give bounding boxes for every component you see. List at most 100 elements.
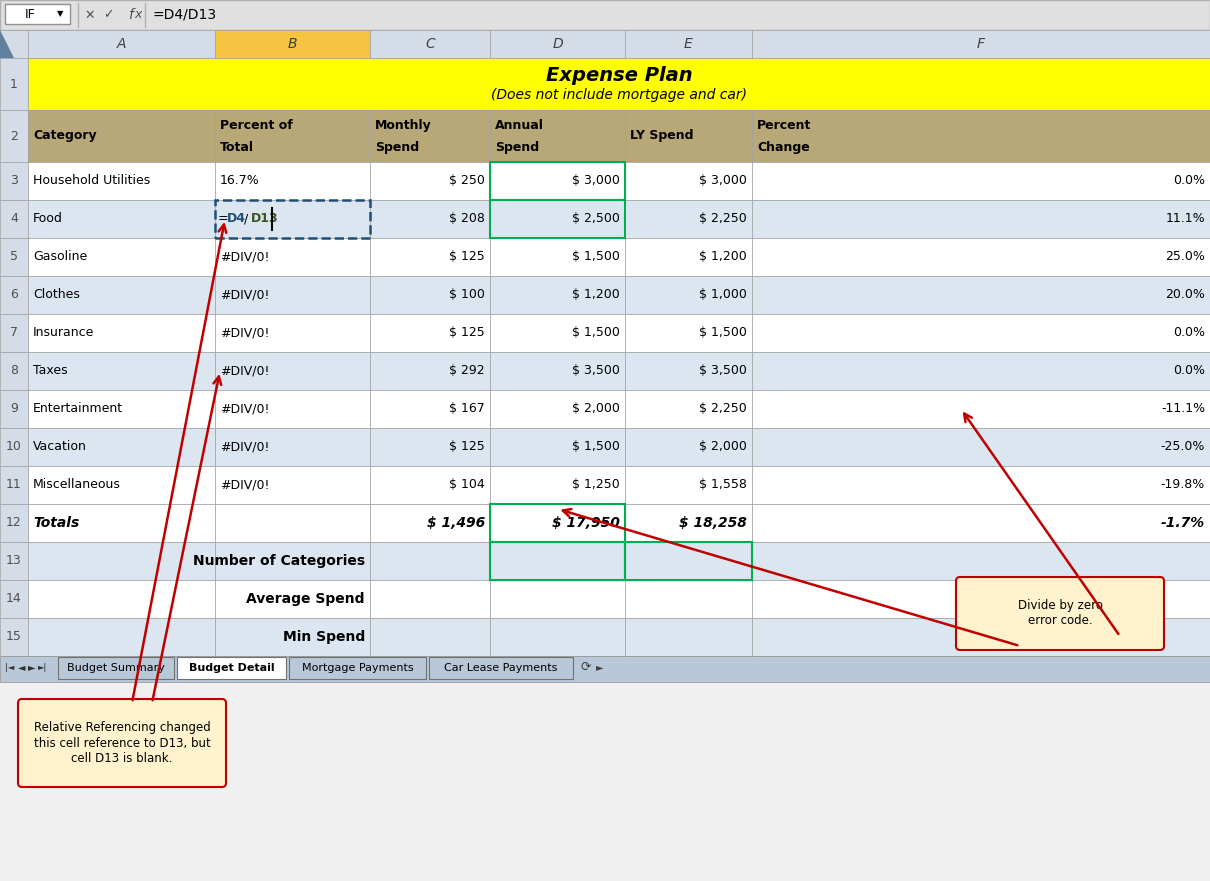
Bar: [751, 110, 1210, 162]
Bar: [490, 352, 626, 390]
Text: 0.0%: 0.0%: [1172, 327, 1205, 339]
Bar: [751, 238, 1210, 276]
Text: Taxes: Taxes: [33, 365, 68, 377]
Text: D4: D4: [227, 212, 246, 226]
Bar: [370, 390, 490, 428]
Bar: [28, 352, 215, 390]
Bar: [28, 542, 215, 580]
Bar: [751, 314, 1210, 352]
Text: $ 292: $ 292: [449, 365, 485, 377]
Text: 0.0%: 0.0%: [1172, 174, 1205, 188]
Text: $ 2,250: $ 2,250: [699, 212, 747, 226]
Text: $ 1,500: $ 1,500: [572, 250, 620, 263]
Text: Totals: Totals: [33, 516, 79, 530]
Text: 11: 11: [6, 478, 22, 492]
Bar: [215, 390, 370, 428]
Bar: [215, 504, 370, 542]
Bar: [370, 580, 490, 618]
Bar: [370, 352, 490, 390]
Bar: [28, 314, 215, 352]
Text: ►: ►: [597, 662, 604, 672]
Text: #DIV/0!: #DIV/0!: [220, 440, 270, 454]
Text: #DIV/0!: #DIV/0!: [220, 365, 270, 377]
Bar: [490, 314, 626, 352]
Bar: [626, 428, 751, 466]
Bar: [490, 542, 626, 580]
Bar: [751, 618, 1210, 656]
Text: 10: 10: [6, 440, 22, 454]
Text: ⟳: ⟳: [581, 661, 592, 673]
Text: $ 3,000: $ 3,000: [572, 174, 620, 188]
Text: $ 3,500: $ 3,500: [699, 365, 747, 377]
Bar: [626, 110, 751, 162]
Bar: [370, 110, 490, 162]
Text: $ 125: $ 125: [449, 440, 485, 454]
Text: Percent: Percent: [757, 119, 812, 132]
Text: 7: 7: [10, 327, 18, 339]
Bar: [430, 657, 574, 679]
Text: 9: 9: [10, 403, 18, 416]
Bar: [215, 428, 370, 466]
Text: 12: 12: [6, 516, 22, 529]
Text: 16.7%: 16.7%: [220, 174, 260, 188]
Text: Number of Categories: Number of Categories: [192, 554, 365, 568]
Bar: [215, 30, 370, 58]
Bar: [626, 30, 751, 58]
FancyBboxPatch shape: [956, 577, 1164, 650]
Text: $ 104: $ 104: [449, 478, 485, 492]
Bar: [490, 110, 626, 162]
Text: 13: 13: [6, 554, 22, 567]
Bar: [0, 352, 28, 390]
Text: Relative Referencing changed
this cell reference to D13, but
cell D13 is blank.: Relative Referencing changed this cell r…: [34, 722, 211, 765]
Bar: [370, 428, 490, 466]
Text: Min Spend: Min Spend: [283, 630, 365, 644]
Bar: [28, 390, 215, 428]
Text: ▼: ▼: [57, 10, 63, 19]
Bar: [751, 504, 1210, 542]
Text: -25.0%: -25.0%: [1160, 440, 1205, 454]
Text: Vacation: Vacation: [33, 440, 87, 454]
Bar: [28, 30, 215, 58]
Bar: [28, 580, 215, 618]
Text: ◄: ◄: [18, 662, 25, 672]
Polygon shape: [0, 30, 15, 58]
Bar: [28, 428, 215, 466]
Text: ✓: ✓: [103, 9, 114, 21]
Bar: [490, 390, 626, 428]
Text: Divide by zero
error code.: Divide by zero error code.: [1018, 599, 1102, 627]
Text: Household Utilities: Household Utilities: [33, 174, 150, 188]
Text: $ 2,500: $ 2,500: [572, 212, 620, 226]
Bar: [0, 30, 28, 58]
Text: B: B: [288, 37, 298, 51]
Bar: [5, 4, 70, 24]
Bar: [215, 162, 370, 200]
Bar: [0, 58, 28, 110]
Text: 25.0%: 25.0%: [1165, 250, 1205, 263]
Bar: [626, 276, 751, 314]
Bar: [626, 466, 751, 504]
Text: 4: 4: [10, 212, 18, 226]
Bar: [626, 200, 751, 238]
Bar: [28, 238, 215, 276]
Bar: [0, 656, 1210, 682]
Bar: [215, 352, 370, 390]
Bar: [0, 542, 28, 580]
Text: Spend: Spend: [495, 141, 540, 154]
Text: $ 1,500: $ 1,500: [572, 327, 620, 339]
Bar: [751, 542, 1210, 580]
Text: A: A: [116, 37, 126, 51]
Bar: [751, 390, 1210, 428]
Bar: [215, 466, 370, 504]
Text: $ 2,250: $ 2,250: [699, 403, 747, 416]
Bar: [626, 580, 751, 618]
Bar: [490, 200, 626, 238]
FancyBboxPatch shape: [18, 699, 226, 787]
Bar: [28, 162, 215, 200]
Bar: [490, 618, 626, 656]
Bar: [215, 618, 370, 656]
Text: 20.0%: 20.0%: [1165, 288, 1205, 301]
Text: Car Lease Payments: Car Lease Payments: [444, 663, 558, 673]
Bar: [289, 657, 426, 679]
Text: Spend: Spend: [375, 141, 419, 154]
Text: 5: 5: [10, 250, 18, 263]
